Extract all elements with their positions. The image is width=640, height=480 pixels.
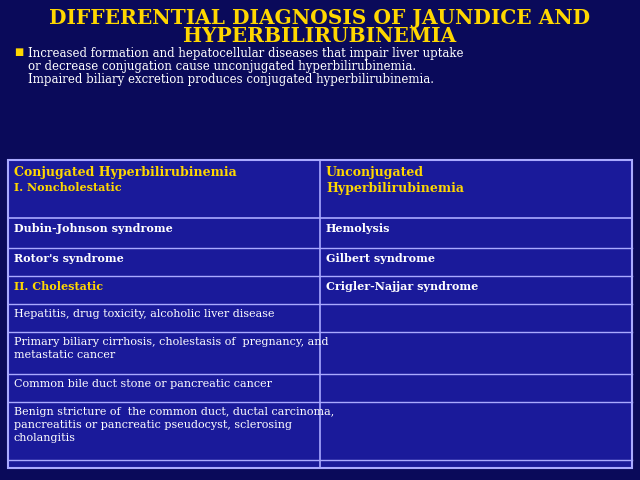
Text: Common bile duct stone or pancreatic cancer: Common bile duct stone or pancreatic can…: [14, 379, 272, 389]
Bar: [8, 160, 632, 468]
Text: Rotor's syndrome: Rotor's syndrome: [14, 253, 124, 264]
Text: ■: ■: [14, 47, 23, 57]
Text: Crigler-Najjar syndrome: Crigler-Najjar syndrome: [326, 281, 478, 292]
Text: I. Noncholestatic: I. Noncholestatic: [14, 182, 122, 193]
Text: Dubin-Johnson syndrome: Dubin-Johnson syndrome: [14, 223, 173, 234]
Text: Gilbert syndrome: Gilbert syndrome: [326, 253, 435, 264]
Text: Primary biliary cirrhosis, cholestasis of  pregnancy, and
metastatic cancer: Primary biliary cirrhosis, cholestasis o…: [14, 337, 328, 360]
Text: or decrease conjugation cause unconjugated hyperbilirubinemia.: or decrease conjugation cause unconjugat…: [28, 60, 416, 73]
Bar: [8, 160, 632, 468]
Text: Impaired biliary excretion produces conjugated hyperbilirubinemia.: Impaired biliary excretion produces conj…: [28, 73, 434, 86]
Text: Conjugated Hyperbilirubinemia: Conjugated Hyperbilirubinemia: [14, 166, 237, 179]
Text: II. Cholestatic: II. Cholestatic: [14, 281, 103, 292]
Text: Hepatitis, drug toxicity, alcoholic liver disease: Hepatitis, drug toxicity, alcoholic live…: [14, 309, 275, 319]
Text: Hemolysis: Hemolysis: [326, 223, 390, 234]
Text: Benign stricture of  the common duct, ductal carcinoma,
pancreatitis or pancreat: Benign stricture of the common duct, duc…: [14, 407, 334, 443]
Text: Unconjugated: Unconjugated: [326, 166, 424, 179]
Text: HYPERBILIRUBINEMIA: HYPERBILIRUBINEMIA: [184, 26, 456, 46]
Text: DIFFERENTIAL DIAGNOSIS OF JAUNDICE AND: DIFFERENTIAL DIAGNOSIS OF JAUNDICE AND: [49, 8, 591, 28]
Text: Increased formation and hepatocellular diseases that impair liver uptake: Increased formation and hepatocellular d…: [28, 47, 463, 60]
Text: Hyperbilirubinemia: Hyperbilirubinemia: [326, 182, 464, 195]
